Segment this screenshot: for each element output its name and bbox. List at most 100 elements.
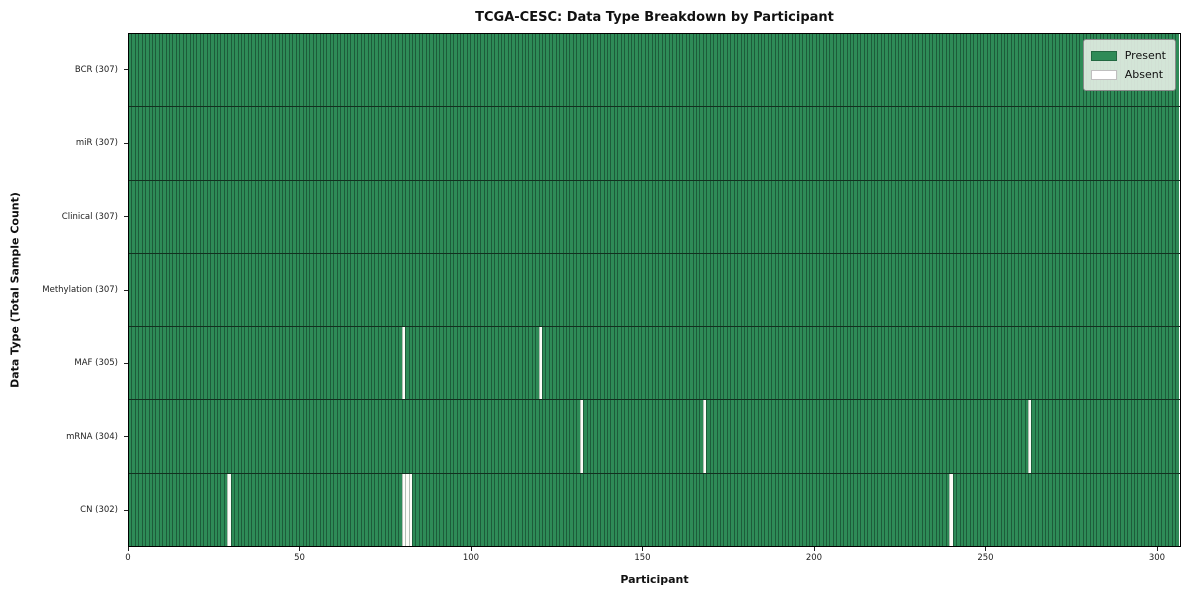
heatmap-cell (620, 253, 625, 327)
heatmap-cell (702, 34, 707, 107)
heatmap-cell (884, 400, 888, 473)
heatmap-cell (798, 180, 803, 253)
heatmap-cell (401, 253, 406, 327)
heatmap-cell (227, 400, 231, 473)
heatmap-cell (665, 180, 669, 253)
heatmap-cell (312, 180, 317, 253)
heatmap-cell (737, 107, 741, 180)
heatmap-cell (169, 180, 173, 253)
heatmap-cell (134, 253, 139, 327)
heatmap-cell (1110, 180, 1114, 253)
heatmap-cell (1062, 34, 1066, 107)
heatmap-cell (863, 107, 868, 180)
heatmap-cell (658, 327, 662, 400)
heatmap-cell (911, 180, 916, 253)
heatmap-cell (480, 180, 484, 253)
heatmap-cell (316, 107, 320, 180)
heatmap-cell (302, 253, 306, 327)
heatmap-cell (213, 180, 217, 253)
heatmap-cell (230, 107, 235, 180)
heatmap-cell (897, 473, 902, 546)
heatmap-cell (203, 180, 207, 253)
heatmap-cell (216, 400, 221, 473)
heatmap-cell (713, 34, 717, 107)
heatmap-cell (415, 400, 419, 473)
heatmap-cell (466, 107, 471, 180)
heatmap-cell (275, 180, 279, 253)
heatmap-cell (1103, 327, 1107, 400)
heatmap-cell (254, 34, 259, 107)
heatmap-cell (935, 253, 939, 327)
heatmap-cell (251, 473, 255, 546)
heatmap-cell (962, 400, 967, 473)
heatmap-cell (836, 34, 840, 107)
heatmap-cell (771, 400, 775, 473)
heatmap-cell (589, 400, 594, 473)
heatmap-cell (880, 34, 885, 107)
heatmap-cell (850, 473, 854, 546)
heatmap-cell (1140, 327, 1145, 400)
heatmap-cell (689, 107, 693, 180)
heatmap-cell (812, 180, 816, 253)
heatmap-cell (1082, 107, 1087, 180)
heatmap-cell (743, 34, 748, 107)
heatmap-cell (983, 107, 987, 180)
heatmap-cell (1099, 180, 1104, 253)
heatmap-cell (986, 327, 991, 400)
heatmap-cell (692, 327, 697, 400)
heatmap-cell (435, 34, 440, 107)
heatmap-cell (155, 107, 159, 180)
heatmap-cell (754, 34, 758, 107)
heatmap-cell (976, 34, 981, 107)
heatmap-cell (548, 327, 553, 400)
heatmap-cell (610, 34, 614, 107)
heatmap-cell (247, 107, 252, 180)
heatmap-cell (548, 107, 553, 180)
heatmap-cell (1171, 253, 1176, 327)
heatmap-cell (145, 473, 149, 546)
heatmap-cell (658, 107, 662, 180)
x-tick-mark (642, 547, 644, 551)
heatmap-cell (292, 400, 296, 473)
heatmap-cell (877, 473, 881, 546)
heatmap-cell (665, 107, 669, 180)
heatmap-cell (949, 400, 953, 473)
heatmap-cell (802, 473, 806, 546)
y-tick-mark (124, 69, 128, 71)
heatmap-cell (603, 107, 608, 180)
heatmap-cell (750, 180, 755, 253)
heatmap-cell (952, 400, 957, 473)
heatmap-cell (155, 180, 159, 253)
heatmap-cell (610, 473, 614, 546)
heatmap-cell (172, 107, 176, 180)
heatmap-cell (240, 473, 245, 546)
heatmap-cell (1113, 107, 1117, 180)
heatmap-cell (740, 180, 744, 253)
heatmap-cell (651, 473, 655, 546)
heatmap-cell (347, 473, 351, 546)
heatmap-cell (1089, 107, 1093, 180)
heatmap-cell (716, 473, 720, 546)
heatmap-cell (918, 473, 922, 546)
heatmap-cell (648, 180, 652, 253)
heatmap-cell (1031, 473, 1035, 546)
heatmap-cell (459, 34, 464, 107)
heatmap-cell (456, 34, 460, 107)
heatmap-cell (1055, 400, 1059, 473)
heatmap-cell (1007, 107, 1011, 180)
heatmap-cell (863, 180, 868, 253)
heatmap-cell (374, 400, 378, 473)
heatmap-cell (1082, 400, 1087, 473)
heatmap-cell (726, 107, 731, 180)
heatmap-cell (234, 107, 238, 180)
heatmap-cell (247, 180, 252, 253)
heatmap-cell (836, 107, 840, 180)
heatmap-cell (860, 180, 864, 253)
heatmap-cell (401, 400, 406, 473)
heatmap-cell (668, 327, 673, 400)
heatmap-cell (576, 473, 580, 546)
heatmap-cell (962, 473, 967, 546)
heatmap-cell (856, 253, 861, 327)
heatmap-cell (925, 180, 929, 253)
